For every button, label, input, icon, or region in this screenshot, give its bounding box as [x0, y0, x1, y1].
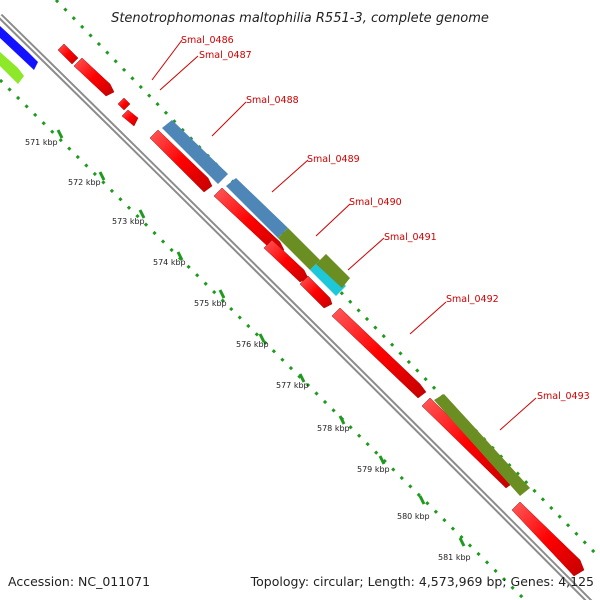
gene-label-0488: Smal_0488: [246, 95, 299, 106]
summary-text: Topology: circular; Length: 4,573,969 bp…: [250, 574, 594, 589]
tick-label-577: 577 kbp: [276, 381, 309, 390]
cds-tail: [511, 501, 585, 577]
outer-dotted-track: [54, 0, 600, 560]
block-0492-olive: [316, 254, 350, 288]
cds-0493a: [421, 397, 515, 489]
feature-blue: [0, 26, 38, 70]
leader-lines: [151, 39, 537, 431]
cds-0487: [73, 57, 115, 97]
tick-label-580: 580 kbp: [397, 512, 430, 521]
gene-label-0493: Smal_0493: [537, 391, 590, 402]
tick-label-573: 573 kbp: [112, 217, 145, 226]
block-0491: [310, 260, 346, 296]
map-title: Stenotrophomonas maltophilia R551-3, com…: [111, 11, 489, 26]
tick-label-574: 574 kbp: [153, 258, 186, 267]
gene-label-0486: Smal_0486: [181, 35, 234, 46]
tick-label-578: 578 kbp: [317, 424, 350, 433]
tick-label-579: 579 kbp: [357, 465, 390, 474]
block-0493: [434, 394, 530, 496]
accession-text: Accession: NC_011071: [8, 574, 150, 589]
tick-label-581: 581 kbp: [438, 553, 471, 562]
cds-0486: [57, 43, 79, 65]
cds-arrows: [57, 43, 585, 577]
gene-label-0492: Smal_0492: [446, 294, 499, 305]
block-0489: [226, 178, 288, 238]
cds-0490a: [263, 239, 309, 283]
gene-blocks: [162, 120, 530, 496]
tick-label-576: 576 kbp: [236, 340, 269, 349]
tick-label-575: 575 kbp: [194, 299, 227, 308]
cds-0491a: [299, 275, 333, 309]
feature-lime: [0, 52, 24, 84]
tick-label-571: 571 kbp: [25, 138, 58, 147]
cds-small-1: [117, 97, 131, 111]
cds-small-2: [121, 109, 139, 127]
tick-label-572: 572 kbp: [68, 178, 101, 187]
cds-0492a: [331, 307, 427, 399]
backbone-inner: [0, 15, 590, 600]
cds-0489a: [213, 187, 285, 255]
tick-marks: [56, 129, 466, 547]
gene-label-0489: Smal_0489: [307, 154, 360, 165]
cds-0488a: [149, 129, 213, 193]
block-0488: [162, 120, 228, 184]
gene-label-0487: Smal_0487: [199, 50, 252, 61]
gene-label-0491: Smal_0491: [384, 232, 437, 243]
block-0490: [278, 228, 320, 270]
gene-label-0490: Smal_0490: [349, 197, 402, 208]
